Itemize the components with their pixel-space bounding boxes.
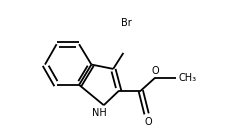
Text: CH₃: CH₃ (178, 73, 197, 83)
Text: O: O (151, 66, 159, 76)
Text: O: O (144, 117, 152, 127)
Text: NH: NH (92, 108, 107, 118)
Text: Br: Br (121, 18, 132, 28)
